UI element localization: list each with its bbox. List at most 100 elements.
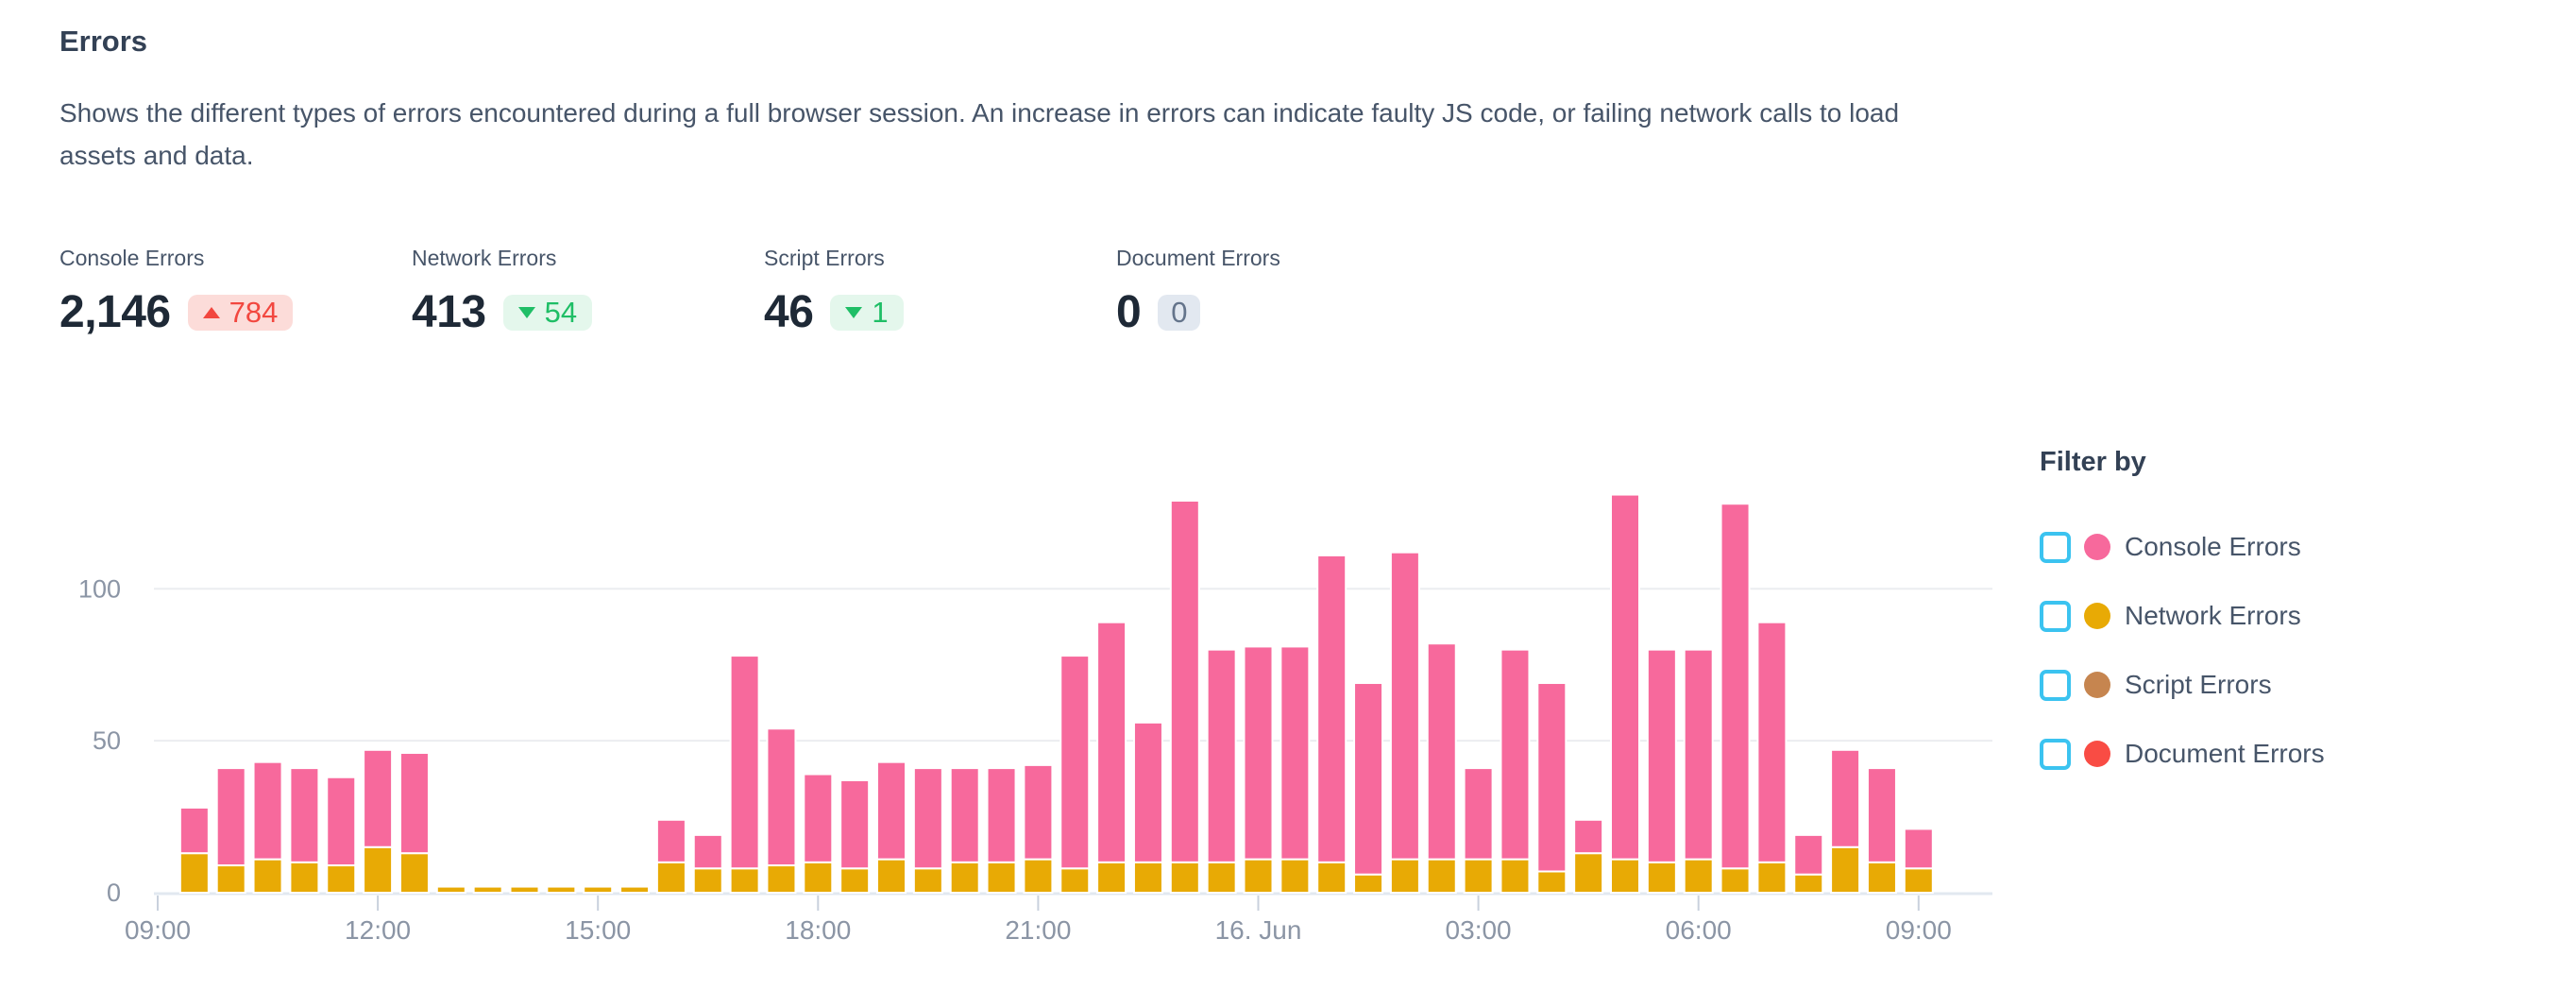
bar-console-errors-00-00[interactable] (1243, 645, 1274, 861)
bar-console-errors-22-30[interactable] (1132, 721, 1163, 863)
bar-network-errors-07-30[interactable] (1793, 873, 1824, 894)
bar-console-errors-21-00[interactable] (1023, 763, 1054, 861)
bar-network-errors-20-30[interactable] (986, 861, 1017, 894)
bar-console-errors-23-30[interactable] (1206, 648, 1237, 863)
bar-network-errors-13-00[interactable] (435, 885, 466, 895)
bar-network-errors-03-00[interactable] (1463, 858, 1494, 895)
bar-console-errors-08-30[interactable] (1866, 767, 1897, 863)
bar-network-errors-14-00[interactable] (509, 885, 540, 895)
bar-console-errors-23-00[interactable] (1169, 500, 1200, 863)
legend-item-console-errors[interactable]: Console Errors (2040, 531, 2325, 563)
bar-console-errors-03-30[interactable] (1500, 648, 1531, 861)
bar-console-errors-16-00[interactable] (655, 818, 686, 863)
bar-console-errors-03-00[interactable] (1463, 767, 1494, 861)
bar-console-errors-16-30[interactable] (692, 833, 723, 870)
bar-network-errors-02-00[interactable] (1389, 858, 1420, 895)
bar-network-errors-22-30[interactable] (1132, 861, 1163, 894)
bar-console-errors-11-30[interactable] (326, 776, 357, 867)
bar-network-errors-18-30[interactable] (839, 867, 871, 895)
bar-console-errors-07-00[interactable] (1756, 621, 1788, 863)
bar-network-errors-17-30[interactable] (766, 864, 797, 894)
bar-console-errors-18-00[interactable] (803, 773, 834, 863)
filter-checkbox-console-errors[interactable] (2040, 531, 2071, 563)
bar-network-errors-21-30[interactable] (1059, 867, 1091, 895)
bar-console-errors-19-00[interactable] (876, 760, 907, 861)
bar-network-errors-09-00[interactable] (1903, 867, 1934, 895)
bar-network-errors-11-00[interactable] (289, 861, 320, 894)
legend-item-network-errors[interactable]: Network Errors (2040, 600, 2325, 632)
bar-network-errors-00-00[interactable] (1243, 858, 1274, 895)
bar-console-errors-05-00[interactable] (1610, 493, 1640, 861)
bar-network-errors-05-00[interactable] (1610, 858, 1640, 895)
bar-network-errors-07-00[interactable] (1756, 861, 1788, 894)
bar-network-errors-21-00[interactable] (1023, 858, 1054, 895)
bar-console-errors-12-30[interactable] (398, 752, 430, 855)
bar-network-errors-10-00[interactable] (215, 864, 246, 894)
bar-network-errors-04-00[interactable] (1536, 870, 1568, 894)
bar-network-errors-04-30[interactable] (1573, 852, 1604, 894)
bar-network-errors-01-00[interactable] (1316, 861, 1347, 894)
bar-network-errors-06-30[interactable] (1720, 867, 1751, 895)
bar-network-errors-19-00[interactable] (876, 858, 907, 895)
bar-network-errors-10-30[interactable] (252, 858, 283, 895)
bar-console-errors-20-00[interactable] (949, 767, 980, 863)
filter-checkbox-network-errors[interactable] (2040, 600, 2071, 632)
bar-network-errors-11-30[interactable] (326, 864, 357, 894)
legend-item-script-errors[interactable]: Script Errors (2040, 669, 2325, 701)
bar-network-errors-16-30[interactable] (692, 867, 723, 895)
chart-canvas: 09:00 12:00 15:00 18:00 21:00 16. Jun 03:00 06:… (78, 493, 1992, 945)
bar-network-errors-02-30[interactable] (1426, 858, 1457, 895)
bar-network-errors-19-30[interactable] (912, 867, 943, 895)
bar-console-errors-06-00[interactable] (1683, 648, 1714, 861)
filter-checkbox-document-errors[interactable] (2040, 738, 2071, 770)
bar-console-errors-00-30[interactable] (1280, 645, 1311, 861)
metric-card-console-errors: Console Errors 2,146 784 (59, 246, 412, 338)
bar-console-errors-04-00[interactable] (1536, 682, 1568, 873)
bar-console-errors-08-00[interactable] (1830, 748, 1861, 848)
bar-console-errors-02-30[interactable] (1426, 642, 1457, 861)
bar-console-errors-18-30[interactable] (839, 778, 871, 870)
bar-network-errors-15-30[interactable] (619, 885, 651, 895)
legend-item-document-errors[interactable]: Document Errors (2040, 738, 2325, 770)
bar-console-errors-09-30[interactable] (178, 806, 210, 855)
bar-console-errors-11-00[interactable] (289, 767, 320, 863)
bar-network-errors-01-30[interactable] (1353, 873, 1384, 894)
bar-console-errors-01-30[interactable] (1353, 682, 1384, 876)
bar-console-errors-01-00[interactable] (1316, 554, 1347, 863)
bar-console-errors-06-30[interactable] (1720, 503, 1751, 870)
bar-network-errors-12-30[interactable] (398, 852, 430, 894)
bar-console-errors-05-30[interactable] (1646, 648, 1677, 863)
bar-console-errors-09-00[interactable] (1903, 828, 1934, 870)
bar-network-errors-14-30[interactable] (546, 885, 577, 895)
bar-network-errors-18-00[interactable] (803, 861, 834, 894)
bar-network-errors-03-30[interactable] (1500, 858, 1531, 895)
bar-console-errors-10-00[interactable] (215, 767, 246, 867)
bar-console-errors-12-00[interactable] (363, 748, 394, 848)
bar-network-errors-08-30[interactable] (1866, 861, 1897, 894)
bar-console-errors-21-30[interactable] (1059, 655, 1091, 870)
bar-network-errors-05-30[interactable] (1646, 861, 1677, 894)
filter-checkbox-script-errors[interactable] (2040, 669, 2071, 701)
bar-network-errors-08-00[interactable] (1830, 845, 1861, 894)
bar-network-errors-00-30[interactable] (1280, 858, 1311, 895)
bar-console-errors-04-30[interactable] (1573, 818, 1604, 855)
bar-network-errors-22-00[interactable] (1096, 861, 1127, 894)
bar-console-errors-17-00[interactable] (729, 655, 760, 870)
bar-network-errors-09-30[interactable] (178, 852, 210, 894)
bar-network-errors-13-30[interactable] (472, 885, 503, 895)
bar-network-errors-16-00[interactable] (655, 861, 686, 894)
bar-network-errors-06-00[interactable] (1683, 858, 1714, 895)
bar-network-errors-12-00[interactable] (363, 845, 394, 894)
bar-console-errors-19-30[interactable] (912, 767, 943, 870)
bar-console-errors-10-30[interactable] (252, 760, 283, 861)
bar-console-errors-02-00[interactable] (1389, 551, 1420, 861)
bar-console-errors-07-30[interactable] (1793, 833, 1824, 876)
bar-network-errors-17-00[interactable] (729, 867, 760, 895)
bar-network-errors-23-30[interactable] (1206, 861, 1237, 894)
bar-console-errors-22-00[interactable] (1096, 621, 1127, 863)
bar-network-errors-15-00[interactable] (583, 885, 614, 895)
bar-network-errors-20-00[interactable] (949, 861, 980, 894)
bar-console-errors-17-30[interactable] (766, 727, 797, 867)
bar-console-errors-20-30[interactable] (986, 767, 1017, 863)
bar-network-errors-23-00[interactable] (1169, 861, 1200, 894)
